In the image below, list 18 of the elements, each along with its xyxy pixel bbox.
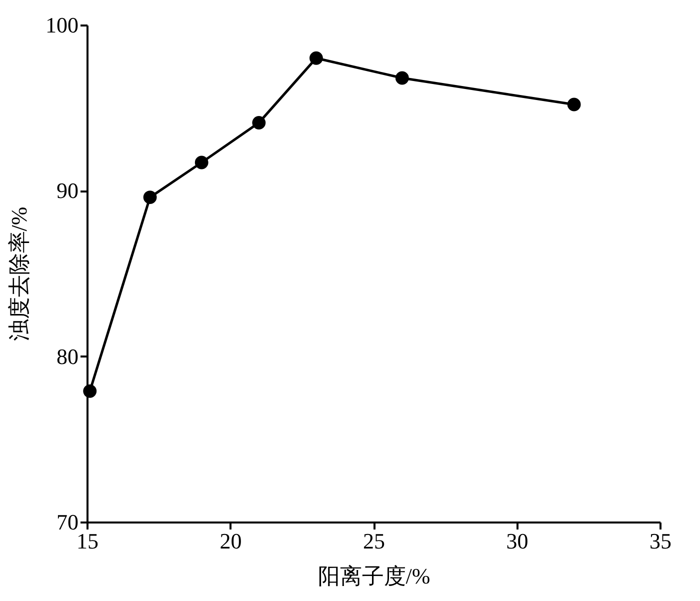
y-tick-label: 80 bbox=[56, 344, 78, 369]
x-tick-label: 15 bbox=[76, 528, 98, 554]
y-tick-label: 70 bbox=[56, 510, 78, 534]
point bbox=[83, 384, 97, 398]
point bbox=[143, 190, 157, 204]
x-axis-title: 阳离子度/% bbox=[318, 564, 430, 588]
x-tick-label: 30 bbox=[506, 528, 528, 554]
point bbox=[567, 98, 581, 112]
point bbox=[395, 71, 409, 85]
x-tick-label: 35 bbox=[650, 528, 672, 554]
x-tick-label: 20 bbox=[220, 528, 242, 554]
x-tick-label: 25 bbox=[363, 528, 385, 554]
y-axis-title: 浊度去除率/% bbox=[6, 206, 32, 342]
point bbox=[194, 156, 208, 170]
y-tick-label: 100 bbox=[46, 12, 78, 38]
point bbox=[309, 51, 323, 65]
point bbox=[252, 116, 266, 130]
y-tick-label: 90 bbox=[56, 178, 78, 204]
